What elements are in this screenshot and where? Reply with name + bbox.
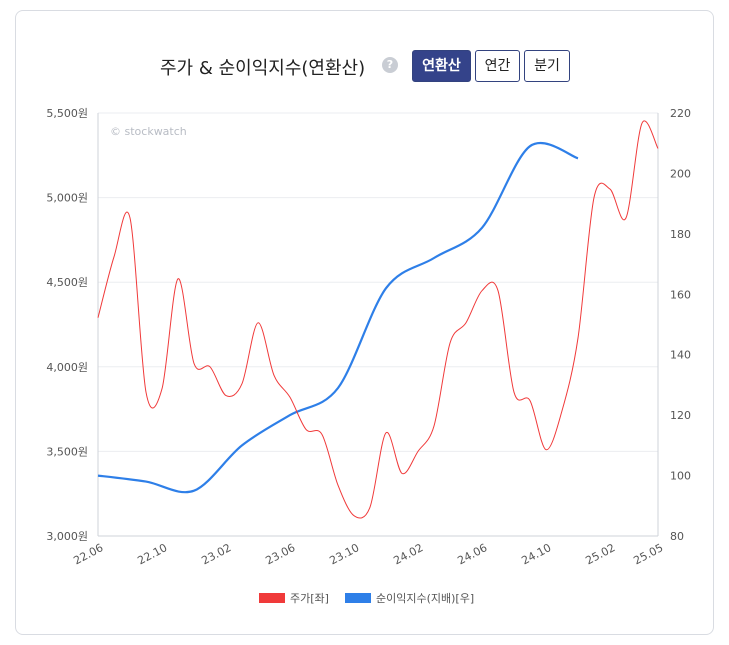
series-line-price bbox=[97, 120, 659, 519]
y-left-tick-label: 4,000원 bbox=[46, 361, 88, 374]
y-right-tick-label: 220 bbox=[670, 107, 691, 120]
y-left-tick-label: 4,500원 bbox=[46, 276, 88, 289]
x-tick-label: 22.10 bbox=[135, 541, 169, 567]
y-left-tick-label: 3,000원 bbox=[46, 530, 88, 543]
legend-swatch-earnings bbox=[345, 593, 371, 603]
chart-card bbox=[15, 10, 714, 635]
watermark: © stockwatch bbox=[110, 125, 187, 138]
y-right-tick-label: 120 bbox=[670, 409, 691, 422]
x-tick-label: 24.10 bbox=[519, 541, 553, 567]
series-line-earnings bbox=[97, 142, 579, 494]
x-tick-label: 23.02 bbox=[199, 541, 233, 567]
y-right-tick-label: 180 bbox=[670, 228, 691, 241]
x-tick-label: 24.02 bbox=[391, 541, 425, 567]
legend-swatch-price bbox=[259, 593, 285, 603]
y-right-tick-label: 100 bbox=[670, 470, 691, 483]
legend-label-earnings: 순이익지수(지배)[우] bbox=[376, 592, 474, 605]
y-left-tick-label: 5,500원 bbox=[46, 107, 88, 120]
y-right-tick-label: 160 bbox=[670, 288, 691, 301]
x-tick-label: 25.02 bbox=[583, 541, 617, 567]
legend-label-price: 주가[좌] bbox=[290, 592, 329, 605]
x-tick-label: 25.05 bbox=[631, 541, 665, 567]
chart-title: 주가 & 순이익지수(연환산) bbox=[160, 58, 366, 79]
y-left-tick-label: 3,500원 bbox=[46, 445, 88, 458]
y-right-tick-label: 80 bbox=[670, 530, 684, 543]
y-right-tick-label: 200 bbox=[670, 167, 691, 180]
y-left-tick-label: 5,000원 bbox=[46, 192, 88, 205]
y-right-tick-label: 140 bbox=[670, 349, 691, 362]
help-icon[interactable]: ? bbox=[382, 57, 398, 73]
tab-annualized[interactable]: 연환산 bbox=[412, 50, 471, 82]
tab-quarterly[interactable]: 분기 bbox=[524, 50, 570, 82]
x-tick-label: 23.06 bbox=[263, 541, 297, 567]
x-tick-label: 23.10 bbox=[327, 541, 361, 567]
x-tick-label: 24.06 bbox=[455, 541, 489, 567]
tab-annual[interactable]: 연간 bbox=[475, 50, 520, 82]
x-tick-label: 22.06 bbox=[71, 541, 105, 567]
